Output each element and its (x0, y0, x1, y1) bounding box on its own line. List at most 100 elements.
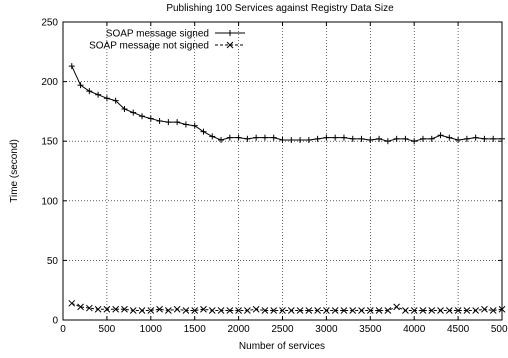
series-2-point (244, 307, 251, 314)
series-1-point (340, 134, 347, 141)
series-1-point (323, 134, 330, 141)
series-1-point (182, 121, 189, 128)
series-2-point (200, 305, 207, 313)
series-2-point (226, 307, 234, 314)
series-1-point (428, 135, 435, 142)
legend-marker (227, 30, 233, 36)
series-2-point (252, 305, 260, 313)
y-axis-label: Time (second) (9, 139, 20, 203)
series-2-point (68, 299, 76, 307)
series-2-point (296, 307, 304, 314)
series-2-point (410, 307, 418, 314)
series-1-point (130, 109, 137, 116)
x-tick-label: 4500 (447, 324, 470, 335)
series-2-point (349, 307, 357, 314)
series-2-point (437, 307, 444, 314)
series-2-point (103, 305, 111, 313)
series-1-point (455, 137, 462, 144)
series-2-point (331, 307, 339, 314)
series-1-point (499, 135, 505, 142)
series-1-line (71, 65, 502, 142)
series-1-point (490, 135, 497, 142)
series-1-point (68, 63, 75, 70)
y-tick-label: 50 (47, 256, 59, 267)
series-1-point (288, 137, 295, 144)
legend-label: SOAP message signed (106, 29, 209, 40)
y-tick-label: 250 (41, 18, 58, 29)
series-1-point (121, 106, 128, 113)
series-1-point (393, 135, 400, 142)
grid (63, 22, 502, 320)
y-tick-label: 200 (41, 77, 58, 88)
series-1-point (437, 132, 444, 139)
series-1-point (367, 137, 374, 144)
series-1-point (297, 137, 304, 144)
series-2-point (129, 307, 137, 314)
axis-ticks: 0 500 1000 1500 2000 2500 3000 3500 4000 4500 500 0… (41, 18, 508, 336)
series-2-point (305, 307, 313, 314)
series-1-point (305, 137, 312, 144)
series-1-point (358, 135, 365, 142)
series-2-point (270, 307, 278, 314)
series-1-point (226, 134, 233, 141)
series-1-point (279, 137, 286, 144)
series-2-point (454, 307, 462, 314)
x-tick-label: 2000 (227, 324, 250, 335)
series-2-point (208, 307, 216, 314)
series-2-point (261, 307, 269, 314)
series-1-point (156, 117, 163, 124)
plot-frame (62, 21, 503, 321)
series-2-point (340, 307, 348, 314)
series-1-point (463, 135, 470, 142)
series-2-point (463, 307, 471, 314)
series-2-point (85, 304, 93, 312)
series-2-point (165, 307, 172, 314)
series-2-point (428, 307, 436, 314)
series-1-point (191, 122, 198, 129)
series-2-point (173, 305, 181, 313)
series-1-point (419, 135, 426, 142)
series-2-point (419, 307, 427, 314)
series-2-point (77, 303, 84, 311)
series-1-point (270, 134, 277, 141)
x-tick-label: 4000 (403, 324, 426, 335)
series-1-point (235, 134, 242, 141)
series-2-point (182, 307, 190, 314)
x-tick-label: 1000 (140, 324, 163, 335)
y-tick-label: 100 (41, 196, 58, 207)
series-2-point (384, 307, 392, 314)
series-2-point (489, 307, 497, 314)
x-tick-label: 500 (99, 324, 116, 335)
series-2-point (94, 305, 102, 313)
series-2-point (287, 307, 295, 314)
series-1-point (446, 134, 453, 141)
series-2-point (498, 305, 506, 313)
series-2-point (191, 307, 199, 314)
series-2-point (279, 307, 286, 314)
series-1-point (218, 137, 225, 144)
legend-marker (226, 41, 234, 49)
series-2-point (393, 303, 400, 311)
series-1-point (139, 113, 146, 120)
series-1-point (384, 138, 391, 145)
chart-title: Publishing 100 Services against Registry… (166, 3, 394, 14)
series-1-point (147, 115, 154, 122)
series-2-point (138, 307, 146, 314)
series-1-point (349, 135, 356, 142)
series-1-point (86, 88, 93, 95)
legend-label: SOAP message not signed (89, 41, 209, 52)
series-1-point (200, 128, 207, 135)
x-tick-label: 2500 (271, 324, 294, 335)
series-2-point (481, 305, 488, 313)
series-2-point (112, 305, 120, 313)
series-1-point (253, 134, 260, 141)
y-tick-label: 150 (41, 137, 58, 148)
series-1-point (481, 135, 488, 142)
series-2-point (445, 307, 453, 314)
series-1-point (402, 135, 409, 142)
series-2-line (71, 302, 503, 311)
series-1-point (411, 138, 418, 145)
x-tick-label: 0 (60, 324, 66, 335)
series-1-point (77, 82, 84, 89)
series-layer (68, 63, 506, 314)
